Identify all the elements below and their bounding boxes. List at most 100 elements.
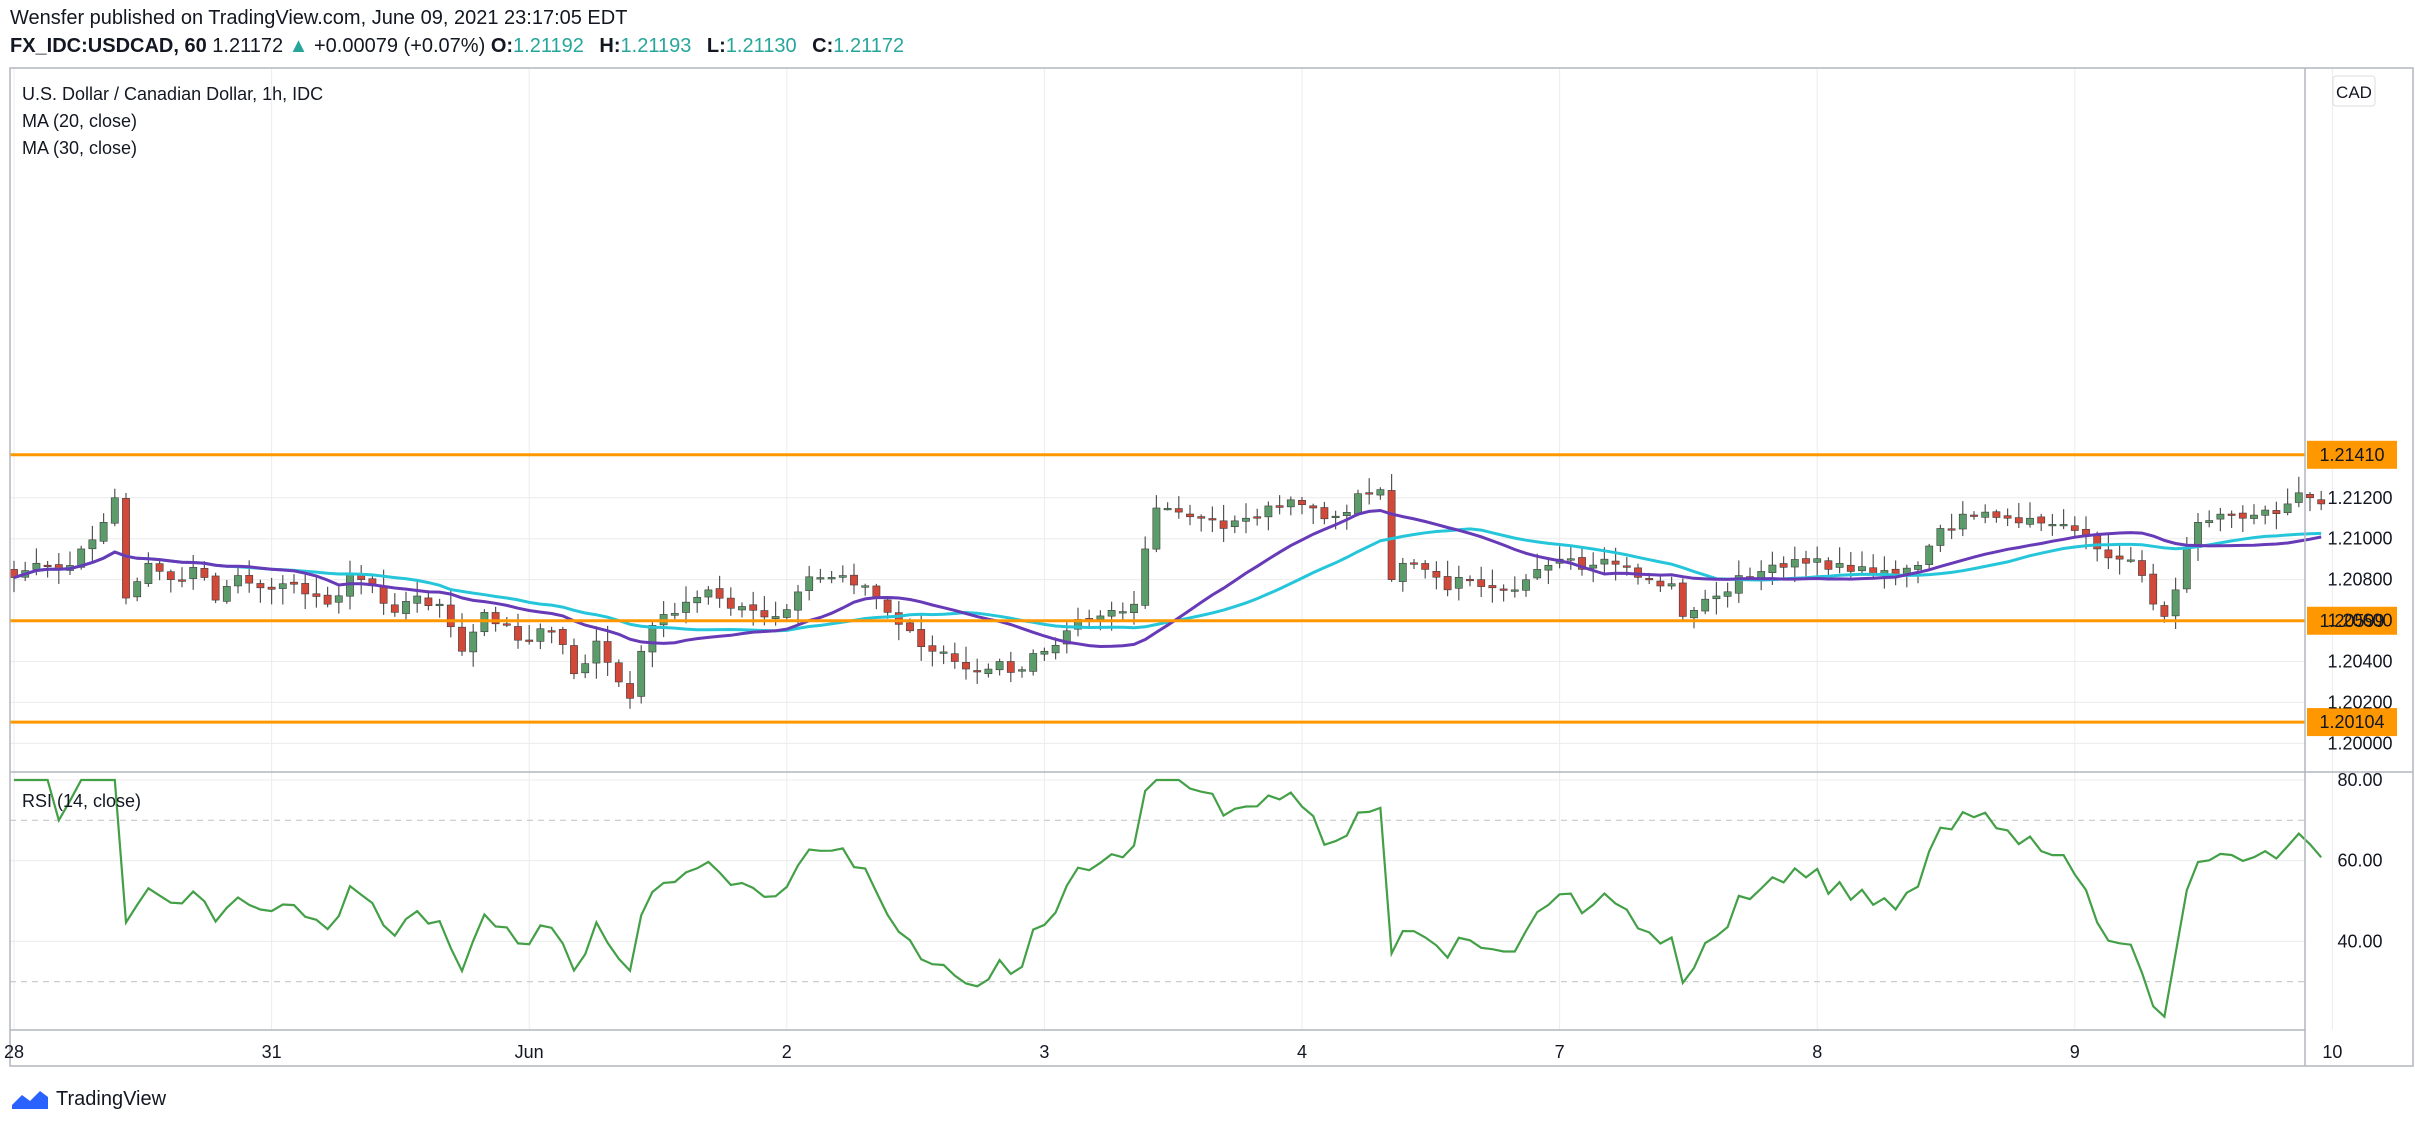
candle-body [1197,516,1206,519]
candle-body [1365,492,1374,495]
price-tick-label: 1.20600 [2327,611,2392,631]
time-tick-label: 8 [1812,1042,1822,1062]
candle-body [1858,566,1866,572]
candle-body [1331,515,1340,518]
candle-body [637,650,646,697]
candle-body [2003,515,2012,519]
ma20-legend[interactable]: MA (20, close) [22,111,137,131]
low-label: L: [706,35,726,57]
candle-body [122,498,130,599]
time-tick-label: 31 [262,1042,282,1062]
candle-body [1309,505,1318,509]
candle-body [2115,555,2124,560]
candle-body [2272,510,2281,514]
price-tick-label: 1.20000 [2327,733,2392,753]
candle-body [726,597,735,609]
candle-body [323,594,332,605]
time-tick-label: 9 [2070,1042,2080,1062]
ma30-legend[interactable]: MA (30, close) [22,138,137,158]
candle-body [2317,499,2326,505]
currency-box[interactable] [2332,75,2376,107]
legend: U.S. Dollar / Canadian Dollar, 1h, IDC M… [22,75,2376,811]
rsi-legend[interactable]: RSI (14, close) [22,791,141,811]
rsi-pane[interactable] [14,778,2323,1019]
candle-body [1275,505,1284,508]
change-arrow-icon: ▲ [288,35,309,57]
candle-body [1499,588,1508,591]
candle-body [43,564,52,568]
candle-body [1566,558,1575,561]
candle-body [2093,534,2102,550]
candle-body [2104,549,2113,559]
tradingview-brand[interactable]: TradingView [10,1084,166,1114]
candle-body [950,653,959,662]
candle-body [838,575,847,578]
candle-body [2149,573,2158,605]
candle-body [1533,569,1542,579]
candle-body [2070,525,2079,531]
rsi-tick-label: 60.00 [2337,851,2382,871]
candle-body [592,640,601,664]
candle-body [2126,559,2135,562]
candle-body [1208,518,1217,521]
candle-body [771,616,780,619]
candle-body [1510,589,1519,592]
candle-body [144,562,153,584]
candle-body [1622,565,1631,568]
time-tick-label: 2 [782,1042,792,1062]
candle-body [1040,650,1049,655]
level-price-label: 1.20599 [2319,611,2384,631]
candle-body [155,563,164,572]
candle-body [906,622,914,632]
candle-body [738,606,746,611]
time-tick-label: 7 [1555,1042,1565,1062]
candle-body [525,639,534,642]
symbol-name[interactable]: FX_IDC:USDCAD, 60 [10,35,207,57]
chart-title: U.S. Dollar / Canadian Dollar, 1h, IDC [22,84,323,104]
level-price-label: 1.21410 [2319,445,2384,465]
candle-body [603,641,612,663]
candle-body [1466,578,1474,582]
candle-body [1242,517,1250,522]
candle-body [1253,516,1262,519]
open-label: O: [490,35,514,57]
close-label: C: [812,35,834,57]
candle-body [1477,579,1486,587]
candle-body [110,497,119,524]
candle-body [290,581,298,585]
price-pane[interactable]: 1.21410 1.20599 1.20104 [10,440,2397,737]
candle-body [1286,499,1295,508]
candle-body [2306,494,2314,499]
candle-body [648,625,657,653]
candle-body [1835,563,1844,568]
candle-body [2037,516,2046,524]
candle-body [2048,524,2057,527]
time-tick-label: 4 [1297,1042,1307,1062]
candle-body [1589,564,1598,569]
level-price-tag [2307,606,2397,635]
candle-body [782,609,791,618]
currency-label[interactable]: CAD [2336,83,2372,102]
candle-body [1387,490,1396,580]
candle-body [1398,562,1407,582]
horizontal-levels[interactable]: 1.21410 1.20599 1.20104 [10,440,2397,737]
candle-body [200,567,209,578]
candle-body [1936,528,1945,546]
candle-body [402,601,410,614]
candle-body [1376,489,1385,496]
candle-body [682,601,690,613]
candle-body [626,683,634,699]
candle-body [1544,564,1553,571]
candle-body [2238,512,2247,519]
outer-frame [9,67,2414,1067]
candle-body [1958,513,1967,530]
candle-body [693,597,702,604]
candle-body [794,591,802,611]
price-tick-label: 1.20800 [2327,570,2392,590]
candle-body [614,662,623,683]
candle-body [99,522,108,542]
candle-body [245,575,254,584]
candle-body [256,583,265,589]
candle-body [816,577,825,580]
